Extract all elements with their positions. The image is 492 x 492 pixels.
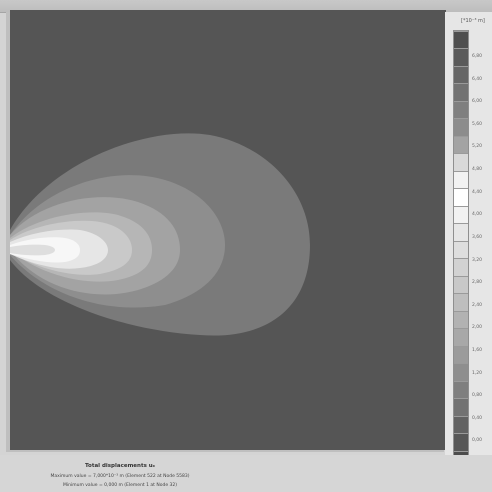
legend-swatch — [454, 345, 468, 364]
legend-swatch — [454, 188, 468, 206]
legend-swatch — [454, 48, 468, 66]
legend-tick-label: 5,60 — [472, 121, 483, 127]
result-title: Total displacements uₓ — [85, 463, 155, 469]
legend-tick-label: 0,80 — [472, 393, 483, 399]
legend-swatch — [454, 310, 468, 329]
legend-tick-label: 2,40 — [472, 302, 483, 308]
contour-fill-8 — [10, 244, 55, 256]
legend-swatch — [454, 328, 468, 346]
legend-tick-label: 3,60 — [472, 234, 483, 240]
legend-swatch — [454, 380, 468, 399]
legend-swatch — [454, 398, 468, 416]
legend-tick-label: 2,80 — [472, 280, 483, 286]
legend-swatch — [454, 153, 468, 171]
legend-tick-label: 0,40 — [472, 415, 483, 421]
minimum-value-line: Minimum value = 0,000 m (Element 1 at No… — [62, 483, 178, 488]
legend-swatch — [454, 205, 468, 224]
legend-swatch — [454, 118, 468, 136]
legend-tick-label: 3,20 — [472, 257, 483, 263]
legend-tick-label: 4,80 — [472, 167, 483, 173]
legend-tick-label: 4,40 — [472, 189, 483, 195]
legend-swatch — [454, 31, 468, 49]
legend-tick-label: 1,20 — [472, 370, 483, 376]
legend-tick-label: 5,20 — [472, 144, 483, 150]
legend-tick-label: 6,80 — [472, 54, 483, 59]
legend-swatch — [454, 83, 468, 101]
legend-tick-label: 1,60 — [472, 347, 483, 353]
legend-swatch — [454, 135, 468, 154]
legend-swatch — [454, 258, 468, 276]
legend-tick-label: 6,00 — [472, 99, 483, 105]
legend-swatch — [454, 293, 468, 311]
legend-tick-label: 2,00 — [472, 325, 483, 331]
legend-swatch — [454, 100, 468, 119]
legend-tick-label: 4,00 — [472, 212, 483, 218]
legend-tick-label: 0,00 — [472, 438, 483, 444]
legend-swatch — [454, 170, 468, 189]
legend-swatch — [454, 240, 468, 259]
results-footer: Total displacements uₓ Maximum value = 7… — [0, 455, 492, 492]
legend-swatch — [454, 223, 468, 241]
legend-swatch — [454, 363, 468, 381]
legend-unit-label: [*10⁻³ m] — [461, 18, 485, 24]
legend-panel: [*10⁻³ m] 6,80 6,40 6,00 5,60 5,20 4,80 4,40 4,… — [445, 12, 492, 468]
legend-swatch — [454, 415, 468, 434]
legend-tick-label: 6,40 — [472, 76, 483, 82]
legend-color-bar — [453, 30, 469, 468]
legend-swatch — [454, 433, 468, 451]
legend-swatch — [454, 275, 468, 294]
maximum-value-line: Maximum value = 7,000*10⁻³ m (Element 52… — [50, 474, 190, 479]
contour-plot[interactable] — [10, 10, 446, 450]
legend-swatch — [454, 65, 468, 84]
